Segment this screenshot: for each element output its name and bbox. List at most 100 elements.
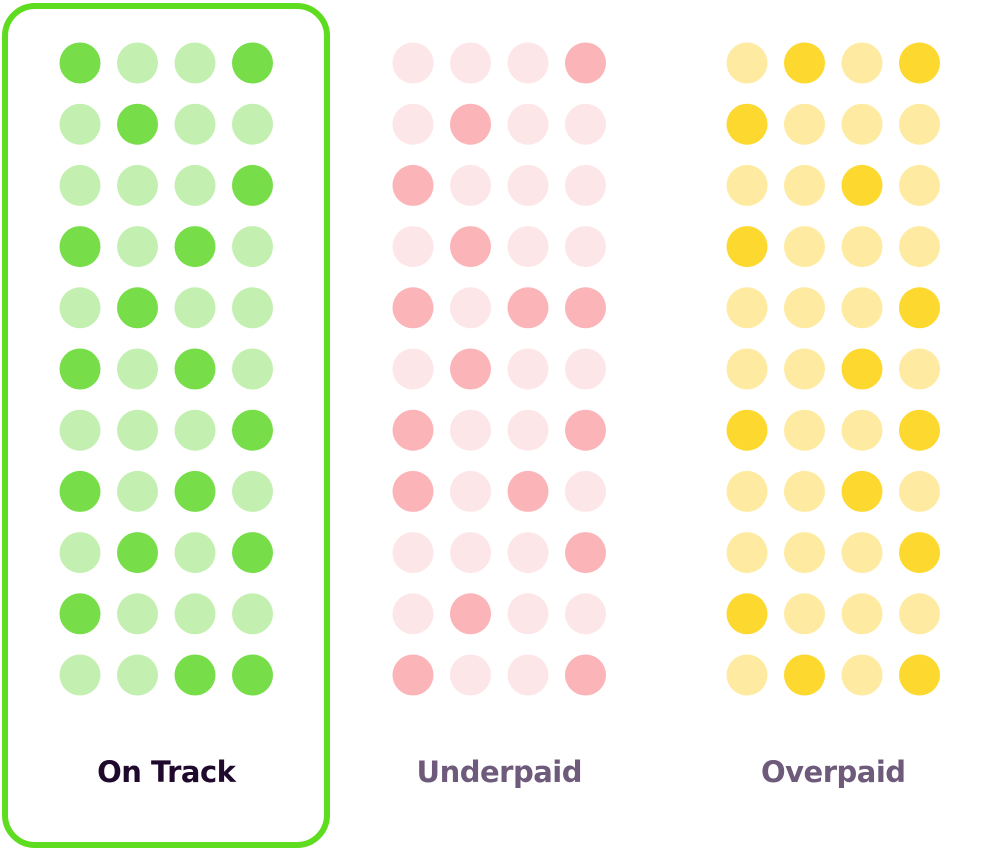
dot	[565, 348, 606, 390]
dot	[565, 593, 606, 635]
dot	[899, 287, 940, 329]
dot	[507, 287, 549, 329]
dot	[450, 409, 491, 451]
dot	[841, 287, 883, 329]
dot	[232, 42, 273, 84]
dot	[841, 348, 883, 390]
dot	[726, 42, 768, 84]
dot	[841, 409, 883, 451]
dot	[392, 103, 434, 145]
dot	[392, 348, 434, 390]
dot	[232, 409, 273, 451]
dot	[565, 654, 606, 696]
dot	[841, 164, 883, 206]
dot	[784, 164, 825, 206]
dot	[174, 226, 216, 268]
dot	[841, 103, 883, 145]
dot	[726, 348, 768, 390]
dot	[507, 654, 549, 696]
dot	[450, 103, 491, 145]
dot	[450, 532, 491, 574]
dot	[232, 287, 273, 329]
dot	[59, 470, 101, 512]
dot	[899, 103, 940, 145]
dot	[726, 226, 768, 268]
dot	[59, 164, 101, 206]
dot	[841, 654, 883, 696]
dot	[841, 593, 883, 635]
dot	[899, 593, 940, 635]
option-group[interactable]: Overpaid	[726, 42, 941, 790]
dot	[59, 103, 101, 145]
dot	[450, 164, 491, 206]
option-label: Overpaid	[761, 755, 906, 789]
dot	[117, 226, 158, 268]
dot	[392, 532, 434, 574]
dot	[507, 532, 549, 574]
dot	[726, 409, 768, 451]
dot	[174, 409, 216, 451]
dot	[726, 287, 768, 329]
dot	[59, 42, 101, 84]
dot	[899, 470, 940, 512]
dot	[59, 226, 101, 268]
dot	[117, 103, 158, 145]
dot	[565, 103, 606, 145]
dot	[392, 226, 434, 268]
dot	[507, 226, 549, 268]
dot	[59, 532, 101, 574]
dot	[117, 348, 158, 390]
dot	[841, 42, 883, 84]
dot	[117, 164, 158, 206]
dot	[507, 164, 549, 206]
option-group[interactable]: Underpaid	[392, 42, 607, 790]
dot	[117, 654, 158, 696]
dot	[174, 348, 216, 390]
dot	[784, 103, 825, 145]
dot	[174, 470, 216, 512]
dot	[232, 348, 273, 390]
dot	[392, 287, 434, 329]
dot	[841, 470, 883, 512]
dot	[507, 470, 549, 512]
dot	[899, 532, 940, 574]
dot	[59, 593, 101, 635]
dot	[899, 226, 940, 268]
dot	[726, 654, 768, 696]
dot	[232, 226, 273, 268]
dot	[59, 654, 101, 696]
dot	[59, 409, 101, 451]
dot	[174, 42, 216, 84]
dot	[392, 42, 434, 84]
dot	[507, 42, 549, 84]
dot	[899, 164, 940, 206]
dot	[565, 532, 606, 574]
dot	[726, 593, 768, 635]
dot	[841, 532, 883, 574]
dot	[841, 226, 883, 268]
option-group[interactable]: On Track	[2, 3, 330, 848]
option-label: On Track	[97, 755, 237, 789]
dot	[784, 42, 825, 84]
option-label: Underpaid	[417, 755, 582, 789]
dot	[117, 470, 158, 512]
dot	[174, 593, 216, 635]
dot	[784, 287, 825, 329]
dot	[507, 103, 549, 145]
dot	[117, 42, 158, 84]
dot	[784, 226, 825, 268]
dot	[392, 470, 434, 512]
dot	[899, 348, 940, 390]
dot	[392, 164, 434, 206]
dot	[232, 593, 273, 635]
dot	[174, 532, 216, 574]
dot	[565, 164, 606, 206]
dot	[392, 593, 434, 635]
dot	[899, 654, 940, 696]
dot	[507, 348, 549, 390]
dot	[117, 409, 158, 451]
dot	[174, 287, 216, 329]
dot	[726, 532, 768, 574]
dot	[450, 593, 491, 635]
